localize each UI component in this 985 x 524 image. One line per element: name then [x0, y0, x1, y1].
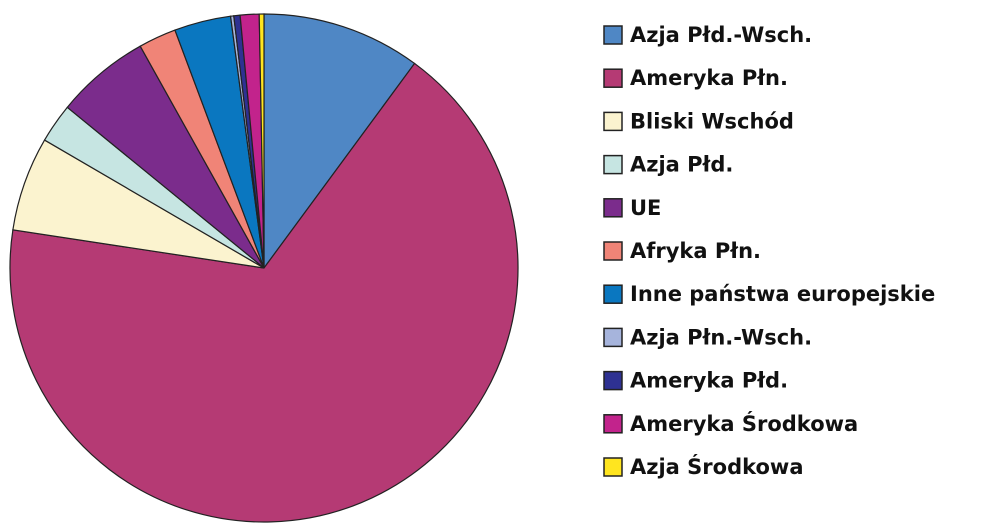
legend-swatch	[603, 284, 623, 304]
legend-swatch	[603, 198, 623, 218]
legend-swatch	[603, 457, 623, 477]
legend-label: Azja Środkowa	[630, 454, 804, 479]
pie-slice	[9, 62, 519, 523]
legend-label: Inne państwa europejskie	[630, 282, 935, 306]
legend-label: Bliski Wschód	[630, 109, 794, 133]
pie-slice	[258, 13, 265, 269]
legend-swatch	[603, 327, 623, 348]
legend-swatch	[603, 154, 623, 175]
legend-swatch	[603, 241, 623, 261]
legend-label: Ameryka Płd.	[630, 369, 788, 393]
pie-slice	[263, 13, 416, 270]
legend-label: UE	[630, 196, 661, 220]
legend-swatch	[603, 414, 623, 434]
legend-swatch	[603, 25, 623, 45]
legend-swatch	[603, 370, 623, 391]
legend-label: Azja Płd.	[630, 153, 733, 177]
legend-label: Afryka Płn.	[630, 239, 761, 263]
legend-swatch	[603, 68, 623, 88]
legend-label: Azja Płd.-Wsch.	[630, 23, 812, 47]
legend-swatch	[603, 111, 623, 132]
legend-label: Ameryka Środkowa	[630, 411, 858, 436]
legend-label: Ameryka Płn.	[630, 66, 788, 90]
legend-label: Azja Płn.-Wsch.	[630, 325, 812, 349]
